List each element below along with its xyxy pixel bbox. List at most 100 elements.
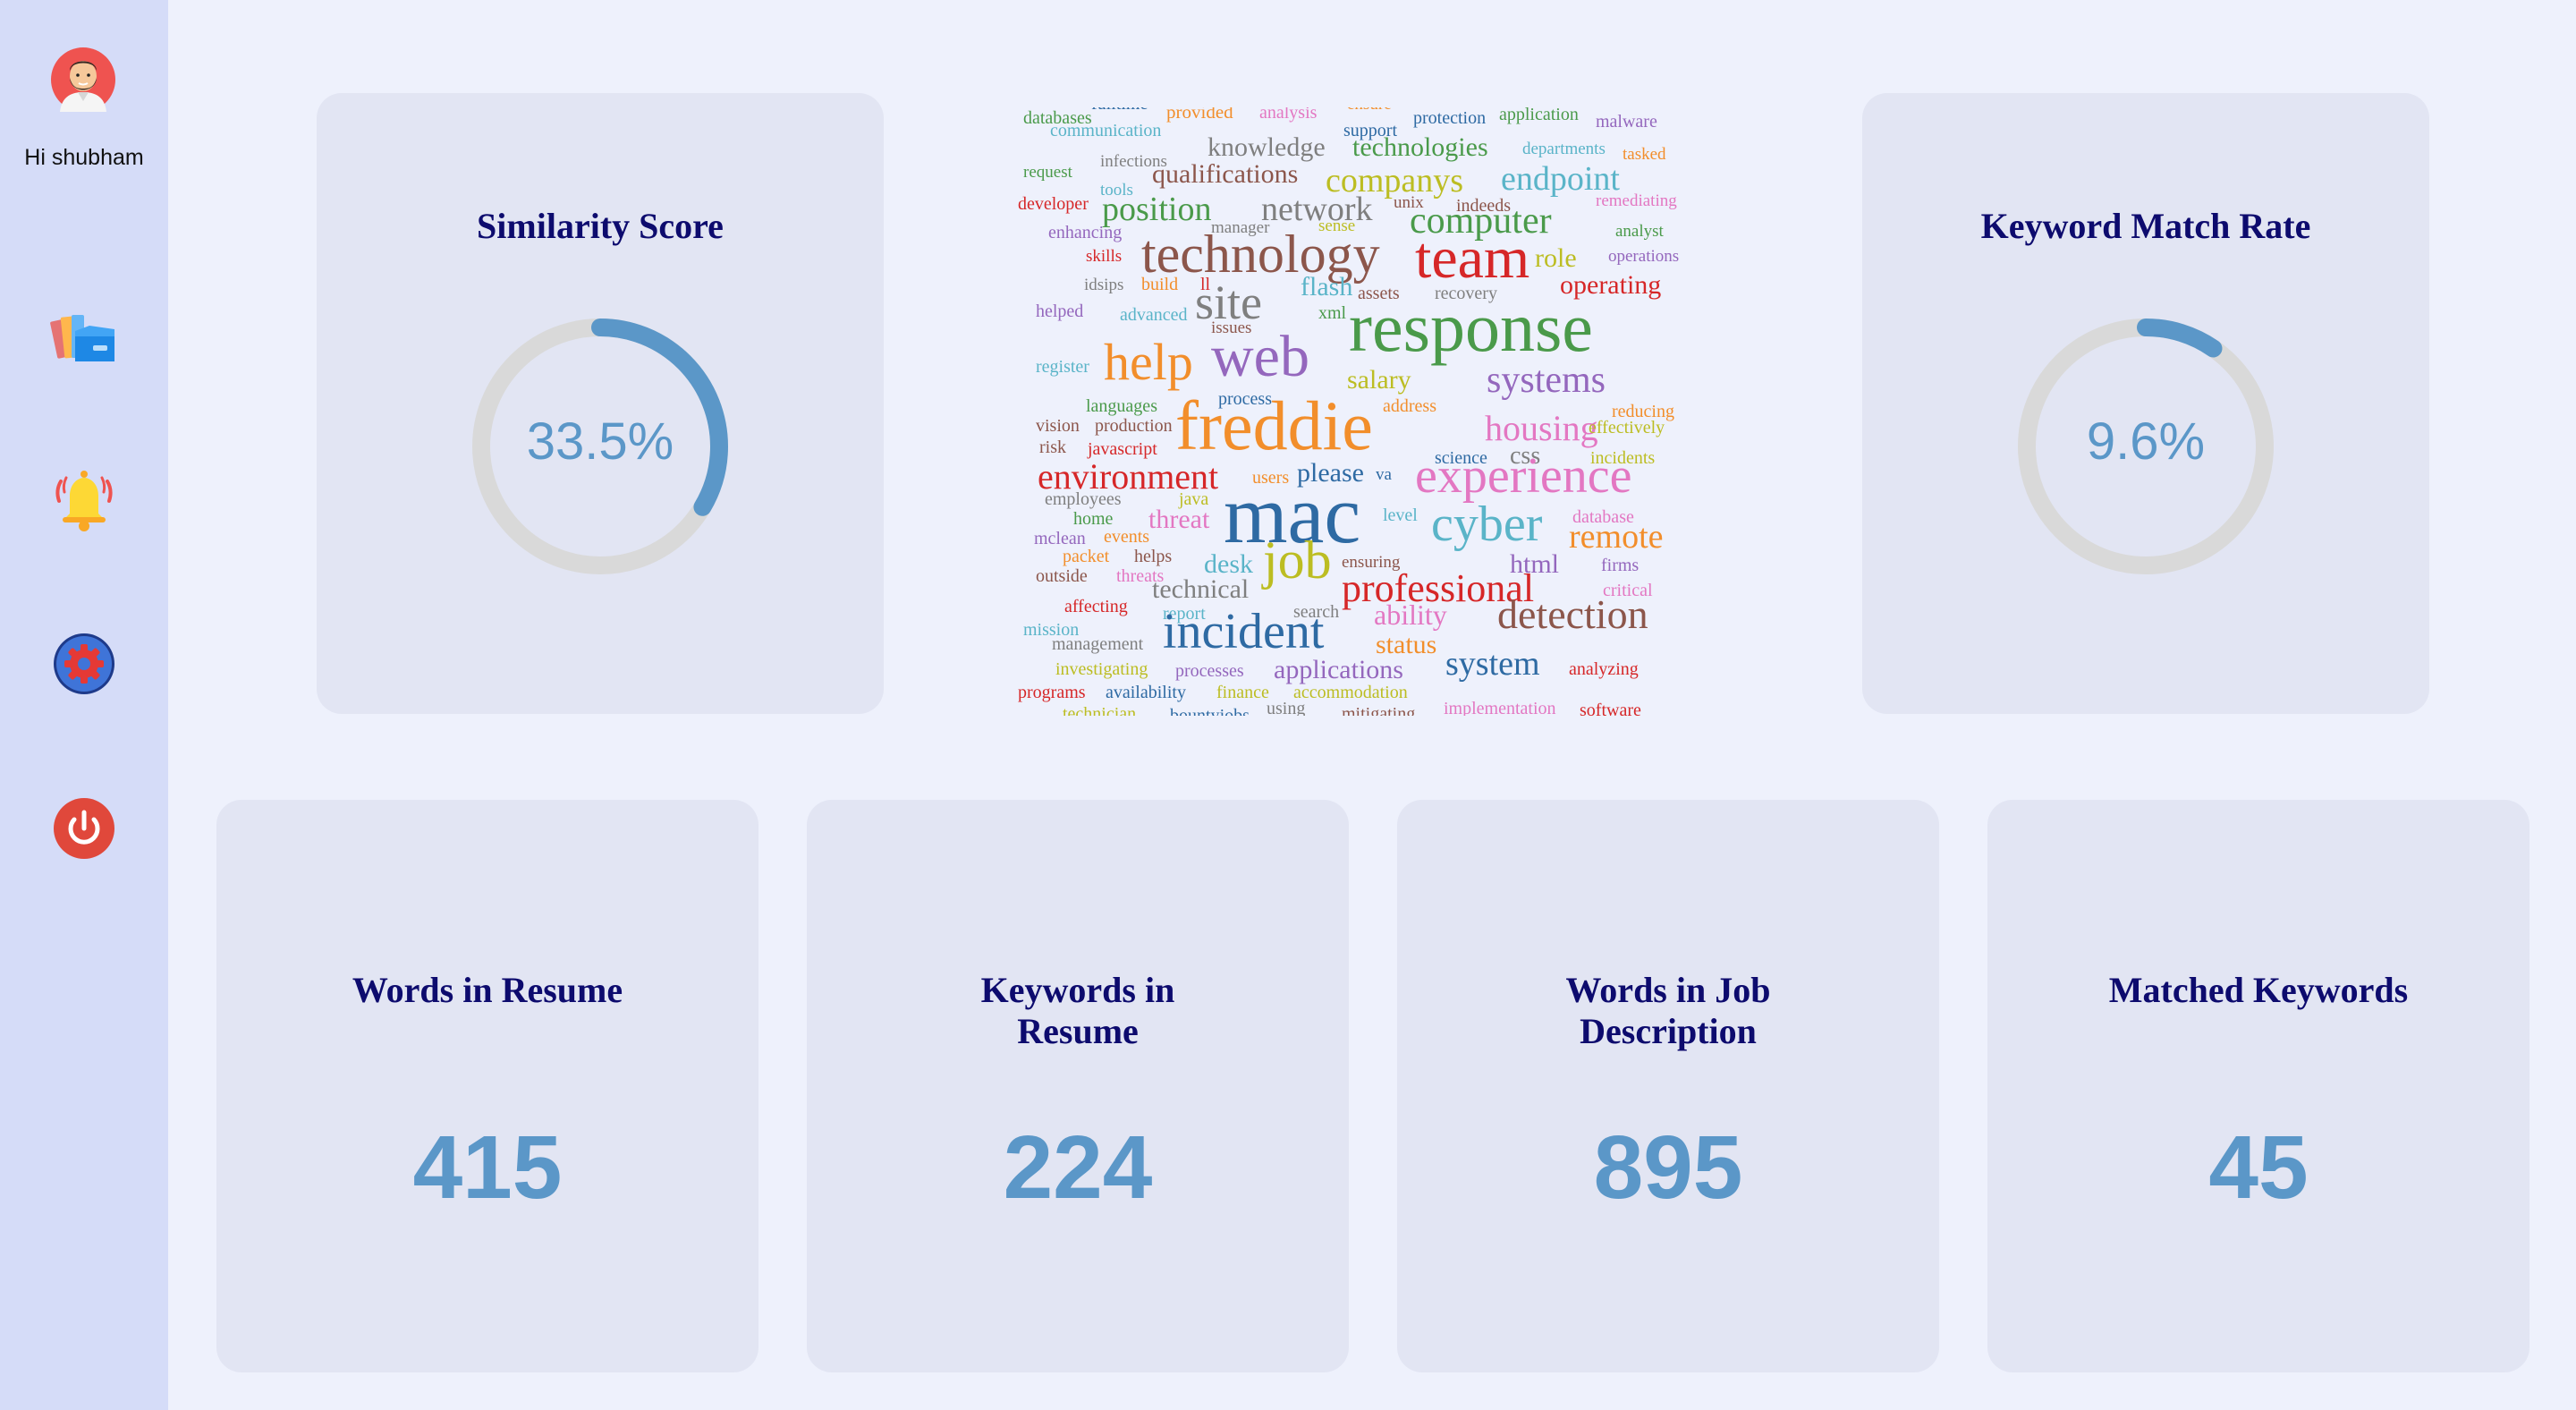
wordcloud-word: communication: [1050, 121, 1161, 140]
wordcloud-word: processes: [1175, 661, 1244, 681]
keyword-match-title: Keyword Match Rate: [1980, 206, 2311, 246]
wordcloud-word: remote: [1569, 518, 1664, 556]
gauge-progress: [472, 319, 728, 574]
wordcloud-word: indeeds: [1456, 196, 1511, 216]
wordcloud-word: application: [1499, 107, 1579, 124]
wordcloud-word: mitigating: [1342, 704, 1415, 716]
wordcloud-word: salary: [1347, 365, 1411, 395]
wordcloud-word: threats: [1116, 566, 1165, 586]
wordcloud-word: reducing: [1612, 402, 1674, 421]
wordcloud-word: employees: [1045, 489, 1122, 509]
wordcloud-word: unix: [1394, 193, 1424, 212]
wordcloud-word: outside: [1036, 566, 1088, 586]
wordcloud-word: finance: [1216, 683, 1269, 702]
wordcloud-word: users: [1252, 468, 1289, 488]
wordcloud-word: mclean: [1034, 529, 1086, 548]
stat-title: Words in Resume: [352, 970, 623, 1010]
wordcloud-word: please: [1297, 458, 1364, 488]
wordcloud-word: issues: [1211, 319, 1251, 337]
power-icon[interactable]: [48, 793, 120, 864]
wordcloud-word: protection: [1413, 108, 1486, 128]
wordcloud-word: javascript: [1087, 439, 1157, 459]
wordcloud-word: fulltime: [1091, 107, 1148, 114]
books-folder-icon[interactable]: [48, 301, 120, 372]
wordcloud-word: manager: [1211, 218, 1270, 237]
wordcloud-word: ll: [1200, 275, 1211, 294]
wordcloud-word: enhancing: [1048, 223, 1122, 242]
wordcloud-word: technologies: [1352, 132, 1488, 162]
wordcloud-word: bountyjobs: [1170, 706, 1250, 716]
wordcloud-word: level: [1383, 505, 1418, 525]
wordcloud-word: implementation: [1444, 699, 1556, 716]
wordcloud-word: css: [1510, 442, 1540, 470]
wordcloud-word: effectively: [1589, 418, 1665, 437]
wordcloud-word: analyzing: [1569, 659, 1639, 679]
wordcloud-word: firms: [1601, 556, 1639, 575]
stat-card-words-in-resume: Words in Resume 415: [216, 800, 758, 1372]
wordcloud-word: malware: [1596, 112, 1657, 132]
wordcloud-word: applications: [1274, 655, 1403, 684]
stat-value: 224: [1003, 1117, 1153, 1218]
wordcloud-word: production: [1095, 416, 1173, 436]
wordcloud-word: developer: [1018, 194, 1089, 214]
wordcloud-word: position: [1102, 191, 1211, 228]
wordcloud-word: response: [1349, 288, 1593, 366]
stat-title: Keywords in Resume: [980, 970, 1175, 1051]
wordcloud-word: programs: [1018, 683, 1086, 702]
wordcloud-word: companys: [1326, 162, 1463, 200]
wordcloud-word: role: [1535, 243, 1577, 273]
keyword-match-value: 9.6%: [2086, 412, 2206, 471]
wordcloud-word: incidents: [1590, 448, 1655, 468]
stat-card-matched-keywords: Matched Keywords 45: [1987, 800, 2529, 1372]
wordcloud-word: ability: [1374, 599, 1447, 631]
wordcloud-word: languages: [1086, 396, 1157, 416]
wordcloud-word: build: [1141, 275, 1178, 294]
stat-card-words-in-job-description: Words in Job Description 895: [1397, 800, 1939, 1372]
wordcloud-word: sense: [1318, 217, 1355, 235]
wordcloud-word: java: [1178, 489, 1208, 509]
keyword-match-card: Keyword Match Rate 9.6%: [1862, 93, 2429, 714]
wordcloud-word: va: [1376, 465, 1393, 484]
sidebar: Hi shubham: [0, 0, 168, 1410]
wordcloud-word: packet: [1063, 547, 1110, 566]
wordcloud-word: search: [1293, 602, 1339, 622]
wordcloud-word: helps: [1134, 547, 1172, 566]
wordcloud-word: skills: [1086, 247, 1122, 266]
wordcloud-word: report: [1163, 604, 1206, 624]
wordcloud-word: home: [1073, 509, 1114, 529]
settings-gear-icon[interactable]: [48, 628, 120, 700]
similarity-score-card: Similarity Score 33.5%: [317, 93, 884, 714]
wordcloud-word: team: [1415, 225, 1530, 291]
wordcloud-word: analysis: [1259, 107, 1318, 123]
bell-icon[interactable]: [48, 463, 120, 535]
wordcloud-word: mac: [1224, 469, 1360, 560]
user-avatar[interactable]: [51, 47, 115, 112]
wordcloud-word: incident: [1163, 604, 1325, 659]
wordcloud-word: affecting: [1064, 597, 1128, 616]
wordcloud-word: recovery: [1435, 284, 1497, 303]
wordcloud-word: vision: [1036, 416, 1080, 436]
wordcloud-word: analyst: [1615, 222, 1665, 241]
wordcloud-word: tasked: [1623, 145, 1666, 164]
wordcloud-word: helped: [1036, 302, 1083, 321]
wordcloud-word: provided: [1166, 107, 1233, 123]
wordcloud-word: environment: [1038, 456, 1218, 497]
wordcloud-word: systems: [1487, 360, 1606, 401]
wordcloud-word: detection: [1497, 591, 1648, 637]
wordcloud-word: operations: [1608, 247, 1679, 266]
similarity-score-title: Similarity Score: [477, 206, 724, 246]
wordcloud-word: freddie: [1175, 386, 1373, 464]
wordcloud-word: network: [1261, 191, 1373, 228]
wordcloud-word: qualifications: [1152, 159, 1298, 189]
stat-title: Matched Keywords: [2108, 970, 2409, 1010]
wordcloud-word: mission: [1023, 620, 1079, 640]
wordcloud-word: critical: [1603, 581, 1653, 600]
wordcloud-word: site: [1195, 276, 1262, 329]
wordcloud-word: departments: [1522, 140, 1606, 158]
wordcloud-word: computer: [1410, 200, 1552, 242]
wordcloud-word: housing: [1485, 408, 1598, 448]
stat-value: 45: [2208, 1117, 2309, 1218]
stat-value: 415: [412, 1117, 563, 1218]
wordcloud-word: software: [1580, 701, 1641, 716]
user-greeting: Hi shubham: [24, 145, 144, 170]
